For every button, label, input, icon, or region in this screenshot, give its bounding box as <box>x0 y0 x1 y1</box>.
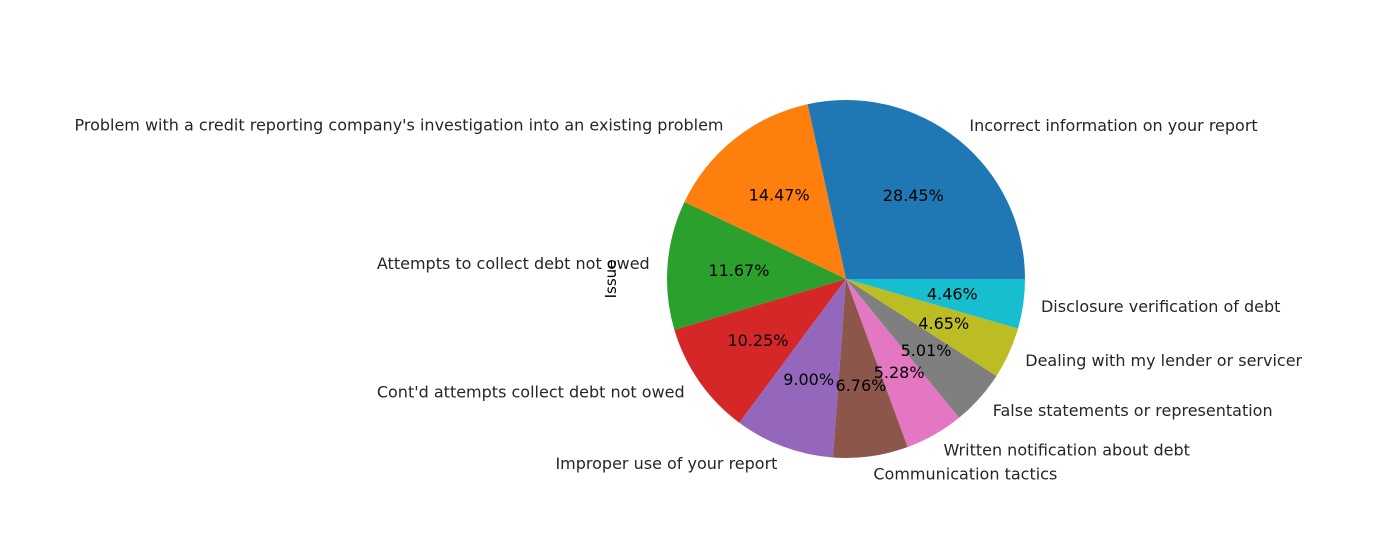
slice-label: Incorrect information on your report <box>969 116 1257 135</box>
slice-percent-label: 5.28% <box>874 363 925 382</box>
slice-percent-label: 9.00% <box>783 370 834 389</box>
pie-slice <box>846 279 960 448</box>
slice-percent-label: 14.47% <box>749 185 810 204</box>
pie-slice <box>674 279 846 423</box>
pie-slice <box>807 99 1025 279</box>
slice-label: Attempts to collect debt not owed <box>377 254 650 273</box>
pie-slice <box>846 279 1025 329</box>
pie-slice <box>739 279 846 458</box>
slice-label: Communication tactics <box>873 464 1057 483</box>
slice-percent-label: 4.65% <box>918 314 969 333</box>
pie-slice <box>666 201 846 330</box>
slice-label: Dealing with my lender or servicer <box>1025 351 1302 370</box>
slice-percent-label: 10.25% <box>727 331 788 350</box>
slice-label: Disclosure verification of debt <box>1041 297 1280 316</box>
slice-label: Problem with a credit reporting company'… <box>74 115 723 134</box>
pie-slice <box>684 104 846 279</box>
pie-slice <box>832 279 908 458</box>
pie-slices <box>666 99 1025 458</box>
pie-slice <box>846 279 997 418</box>
slice-label: Cont'd attempts collect debt not owed <box>377 382 685 401</box>
slice-percent-label: 5.01% <box>901 341 952 360</box>
slice-percent-label: 6.76% <box>836 376 887 395</box>
y-axis-label: Issue <box>602 260 620 299</box>
slice-percent-labels: 28.45% 14.47% 11.67% 10.25% 9.00% 6.76%5.28% 5… <box>708 185 977 394</box>
slice-label: Written notification about debt <box>943 441 1189 460</box>
slice-percent-label: 11.67% <box>708 261 769 280</box>
slice-percent-label: 28.45% <box>883 186 944 205</box>
pie-slice <box>846 279 1019 376</box>
slice-labels: Incorrect information on your report Prob… <box>74 115 1302 483</box>
slice-label: Improper use of your report <box>555 454 777 473</box>
slice-label: False statements or representation <box>993 401 1273 420</box>
slice-percent-label: 4.46% <box>927 284 978 303</box>
